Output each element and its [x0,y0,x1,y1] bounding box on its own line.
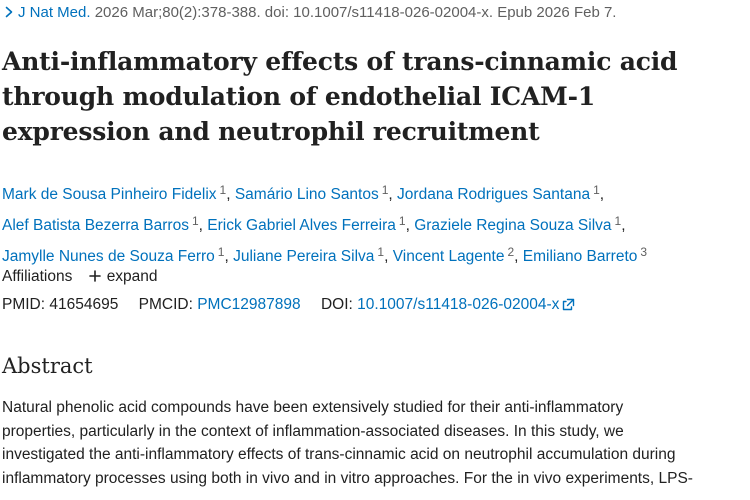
author-separator: , [514,248,523,265]
plus-icon [88,270,101,282]
journal-link[interactable]: J Nat Med. [2,4,91,21]
authors-list: Mark de Sousa Pinheiro Fidelix 1, Samário… [2,177,747,270]
author-item: Erick Gabriel Alves Ferreira 1, [207,214,415,234]
abstract-line: inflammatory processes using both in viv… [2,469,693,487]
author-item: Mark de Sousa Pinheiro Fidelix 1, [2,183,235,203]
article-identifiers: PMID: 41654695 PMCID: PMC12987898 DOI: 1… [2,294,575,316]
pmcid-link[interactable]: PMC12987898 [197,296,301,313]
author-link[interactable]: Jamylle Nunes de Souza Ferro [2,248,215,265]
author-link[interactable]: Graziele Regina Souza Silva [414,217,612,234]
author-link[interactable]: Erick Gabriel Alves Ferreira [207,217,396,234]
pmid-value: 41654695 [49,296,119,313]
author-separator: , [599,186,605,203]
affiliations-row: Affiliations expand [2,266,158,288]
doi-link[interactable]: 10.1007/s11418-026-02004-x [357,296,575,313]
affiliation-ref[interactable]: 3 [640,245,648,259]
affiliation-ref[interactable]: 1 [398,214,406,228]
doi-label: DOI: [320,296,353,313]
affiliation-ref[interactable]: 1 [219,183,227,197]
journal-name: J Nat Med. [18,4,91,21]
external-link-icon [563,298,575,311]
affiliation-ref[interactable]: 1 [191,214,199,228]
author-item: Jordana Rodrigues Santana 1, [397,183,605,203]
author-link[interactable]: Vincent Lagente [392,248,505,265]
author-link[interactable]: Samário Lino Santos [234,186,379,203]
author-link[interactable]: Mark de Sousa Pinheiro Fidelix [2,186,217,203]
author-separator: , [621,217,626,234]
affiliation-ref[interactable]: 1 [377,245,385,259]
author-separator: , [388,186,398,203]
abstract-heading: Abstract [2,354,93,378]
citation-line: J Nat Med. 2026 Mar;80(2):378-388. doi: … [2,3,616,23]
author-separator: , [226,186,235,203]
affiliation-ref[interactable]: 1 [217,245,225,259]
author-item: Alef Batista Bezerra Barros 1, [2,214,208,234]
chevron-right-icon [5,6,13,18]
author-item: Vincent Lagente 2, [392,245,523,265]
pmcid-label: PMCID: [138,296,193,313]
author-separator: , [198,217,208,234]
abstract-line: properties, particularly in the context … [2,422,624,440]
abstract-line: investigated the anti-inflammatory effec… [2,446,676,463]
abstract-line: Natural phenolic acid compounds have bee… [2,399,624,416]
affiliations-expand-button[interactable]: expand [88,268,158,285]
affiliations-label: Affiliations [2,268,73,285]
affiliation-ref[interactable]: 1 [614,214,622,228]
author-item: Emiliano Barreto 3 [522,245,648,265]
author-item: Samário Lino Santos 1, [234,183,398,203]
expand-label: expand [106,268,158,285]
author-link[interactable]: Alef Batista Bezerra Barros [2,217,189,234]
author-separator: , [224,248,234,265]
author-separator: , [405,217,415,234]
author-link[interactable]: Juliane Pereira Silva [233,248,375,265]
citation-details: 2026 Mar;80(2):378-388. doi: 10.1007/s11… [94,4,617,21]
affiliation-ref[interactable]: 1 [593,183,600,197]
author-item: Graziele Regina Souza Silva 1, [414,214,626,234]
article-title: Anti-inflammatory effects of trans-cinna… [2,47,678,146]
author-item: Juliane Pereira Silva 1, [233,245,393,265]
pmid-label: PMID: [2,296,46,313]
author-separator: , [384,248,393,265]
author-link[interactable]: Emiliano Barreto [522,248,638,265]
author-link[interactable]: Jordana Rodrigues Santana [397,186,591,203]
abstract-text: Natural phenolic acid compounds have bee… [2,396,750,490]
affiliation-ref[interactable]: 1 [381,183,389,197]
doi-value: 10.1007/s11418-026-02004-x [357,296,560,313]
author-item: Jamylle Nunes de Souza Ferro 1, [2,245,234,265]
affiliation-ref[interactable]: 2 [507,245,515,259]
